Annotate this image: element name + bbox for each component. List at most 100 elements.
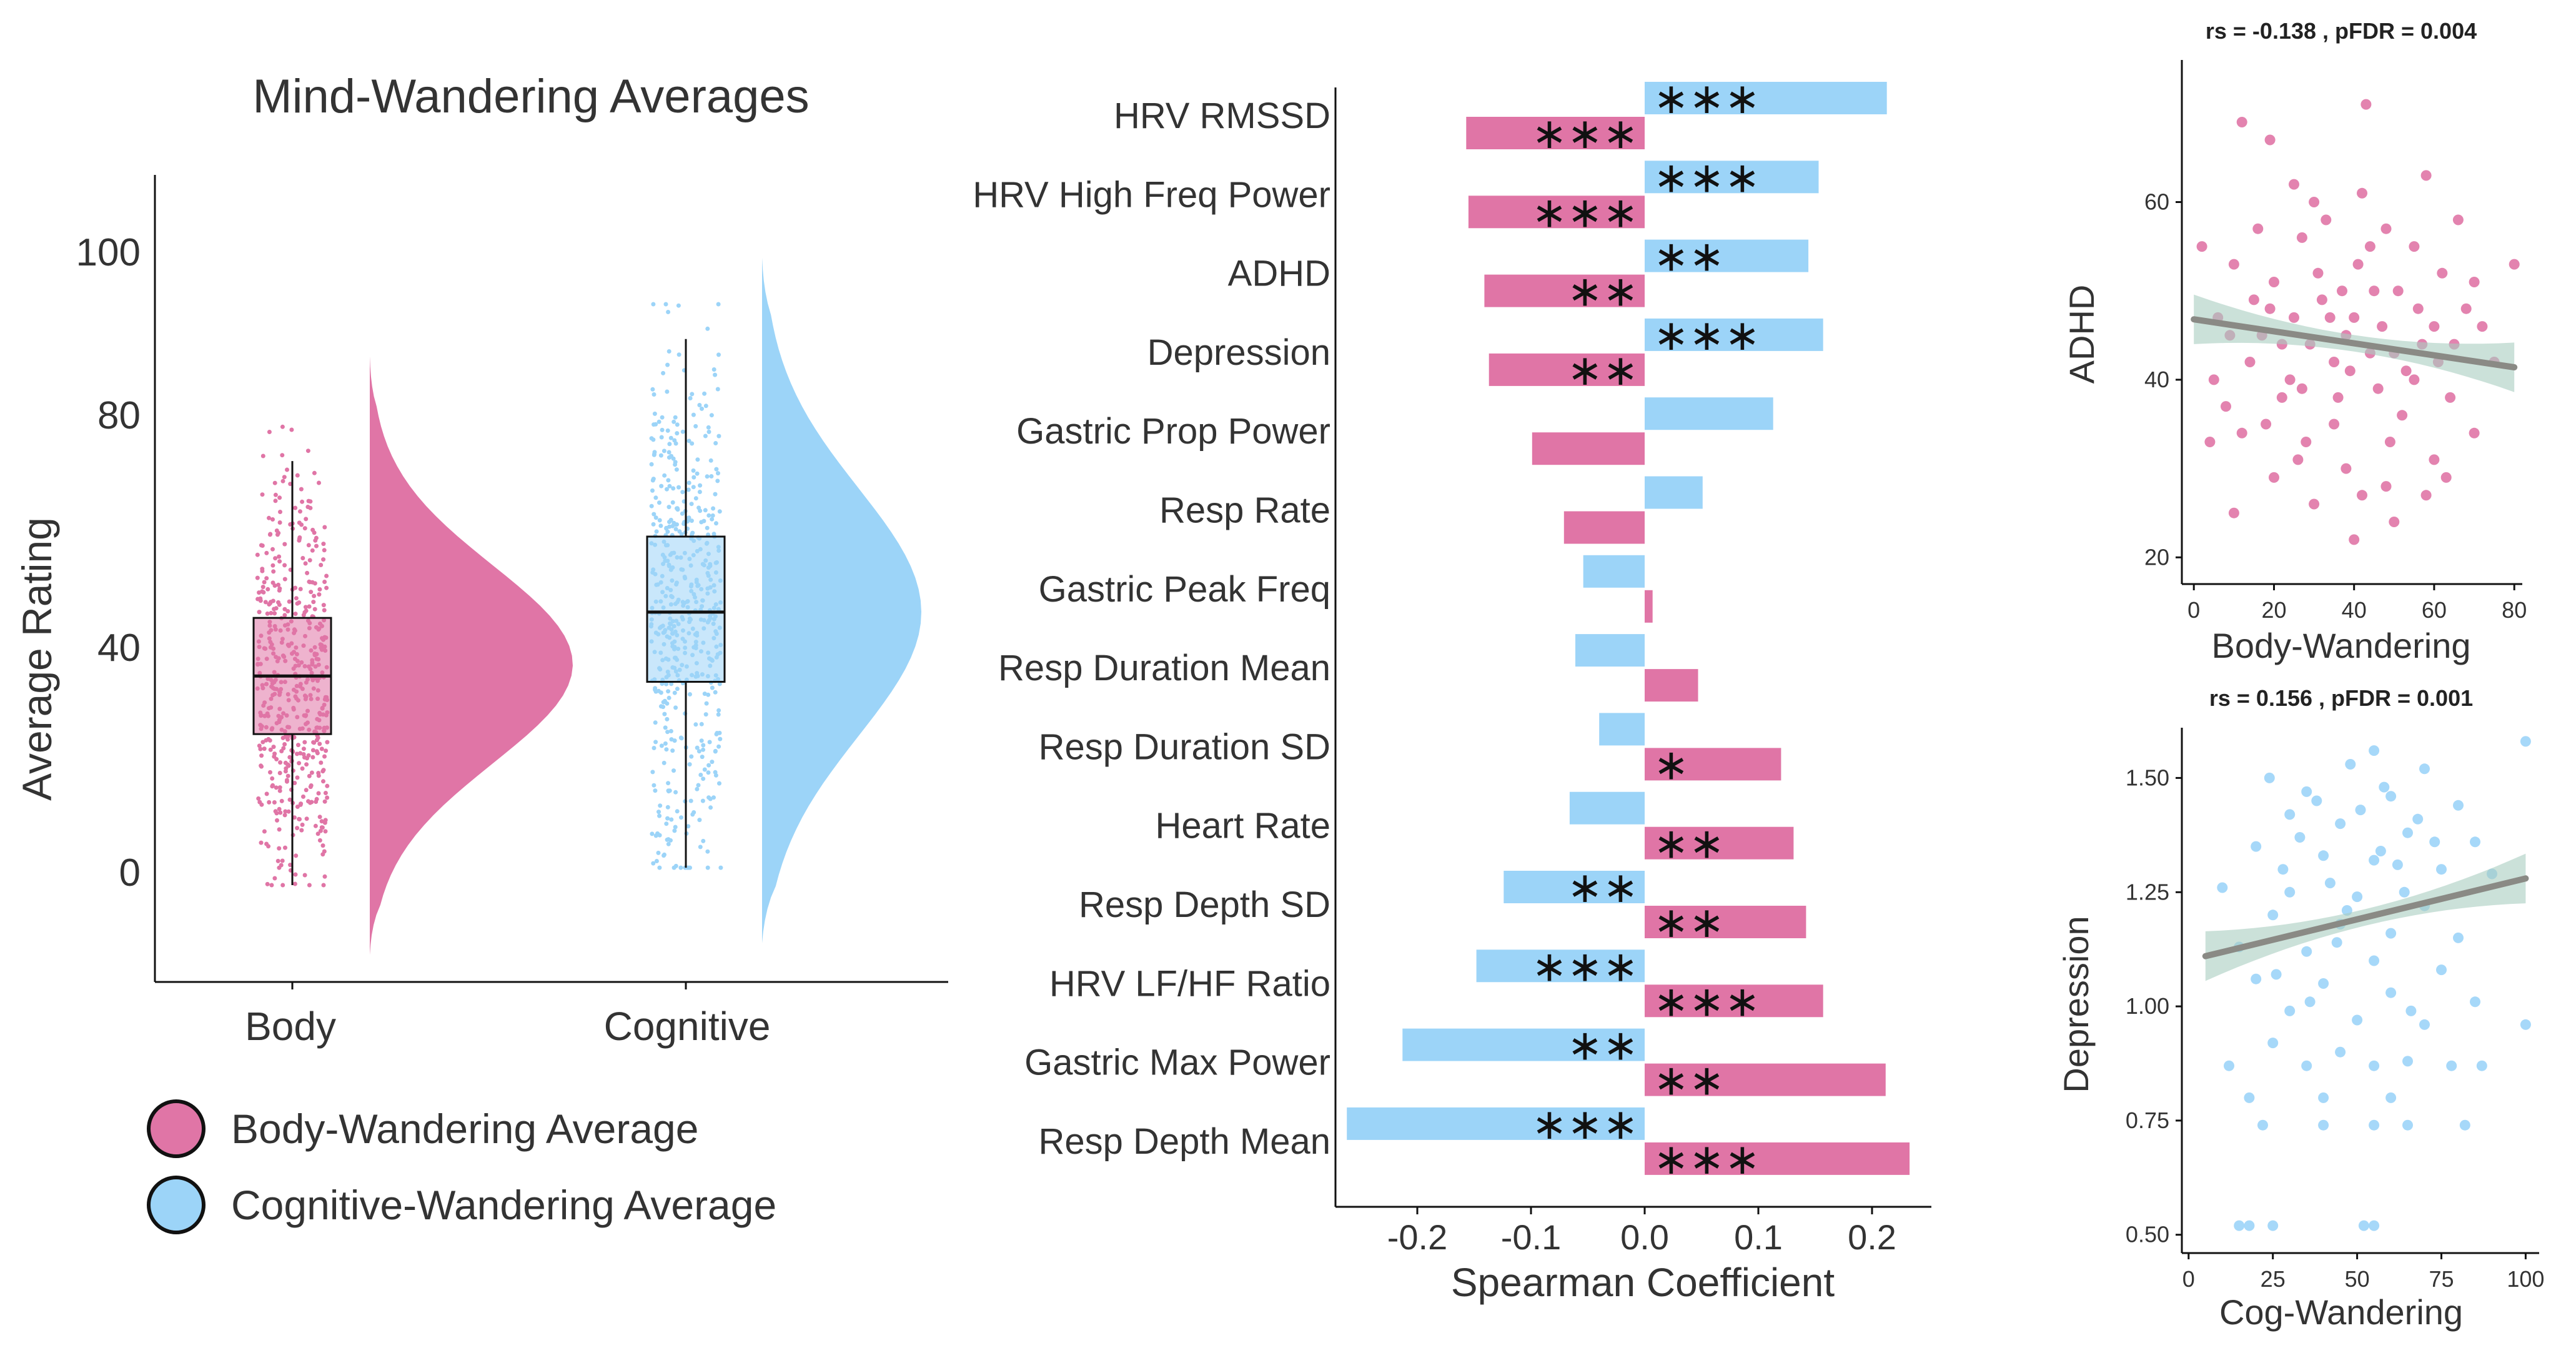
jitter-point: [658, 453, 663, 458]
panel-a-y-tick-label: 100: [76, 231, 141, 274]
scatter-point: [2380, 223, 2392, 234]
jitter-point: [651, 437, 656, 442]
jitter-point: [317, 480, 321, 485]
scatter-point: [2277, 864, 2289, 875]
jitter-point: [699, 738, 704, 743]
jitter-point: [708, 458, 713, 463]
jitter-point: [276, 530, 281, 535]
jitter-point: [319, 819, 324, 824]
significance-label: ∗∗: [1567, 267, 1638, 317]
jitter-point: [293, 872, 298, 877]
jitter-point: [325, 795, 330, 800]
scatter-point: [2276, 392, 2287, 403]
scatter-point: [2352, 1014, 2363, 1026]
feature-label: Resp Duration SD: [1039, 726, 1330, 767]
jitter-point: [321, 557, 326, 562]
panel-b-x-axis-label: Spearman Coefficient: [1451, 1260, 1835, 1305]
jitter-point: [322, 820, 327, 825]
scatter-point: [2520, 736, 2531, 747]
jitter-point: [713, 690, 718, 695]
jitter-point: [314, 543, 319, 548]
jitter-point: [272, 583, 277, 588]
jitter-point: [271, 745, 276, 750]
jitter-point: [661, 760, 666, 765]
jitter-point: [665, 428, 670, 433]
jitter-point: [270, 547, 275, 552]
jitter-point: [705, 849, 710, 854]
scatter-point: [2384, 437, 2395, 447]
jitter-point: [325, 783, 330, 788]
x-tick-label: 0: [2187, 597, 2200, 623]
bar: [1569, 791, 1645, 825]
jitter-point: [317, 592, 322, 597]
jitter-point: [272, 876, 277, 881]
scatter-point: [2440, 472, 2452, 483]
jitter-point: [658, 803, 663, 808]
jitter-point: [665, 487, 669, 492]
trend-line: [2202, 875, 2529, 959]
jitter-point: [710, 760, 715, 765]
significance-label: ∗∗∗: [1653, 311, 1760, 360]
y-tick-label: 60: [2144, 189, 2169, 215]
jitter-point: [299, 487, 304, 492]
jitter-point: [273, 492, 278, 497]
jitter-point: [293, 505, 298, 510]
jitter-point: [706, 770, 711, 775]
jitter-point: [670, 500, 675, 505]
scatter-point: [2385, 987, 2397, 998]
scatter-point: [2267, 1038, 2279, 1049]
jitter-point: [675, 507, 680, 512]
scatter-point: [2301, 786, 2312, 797]
jitter-point: [656, 850, 661, 855]
scatter-point: [2437, 267, 2448, 279]
feature-label: HRV RMSSD: [1114, 96, 1330, 136]
jitter-point: [262, 580, 267, 585]
panel-a-y-tick-label: 0: [119, 851, 141, 895]
scatter-point: [2344, 365, 2356, 377]
scatter-point: [2452, 214, 2464, 225]
scatter-point: [2294, 832, 2306, 843]
x-tick-label: 80: [2502, 597, 2527, 623]
scatter-point: [2261, 419, 2272, 430]
jitter-point: [287, 755, 292, 760]
bar: [1489, 353, 1645, 386]
jitter-point: [277, 788, 282, 793]
scatter-point: [2402, 1056, 2413, 1067]
jitter-point: [282, 742, 287, 746]
scatter-point: [2251, 973, 2262, 984]
jitter-point: [300, 499, 305, 504]
scatter-point: [2244, 1092, 2255, 1103]
jitter-point: [702, 391, 707, 396]
jitter-point: [311, 740, 316, 745]
y-tick-label: 1.50: [2126, 765, 2169, 790]
scatter-point: [2369, 285, 2380, 297]
jitter-point: [693, 722, 698, 727]
jitter-point: [689, 502, 694, 507]
scatter-point: [2459, 1119, 2470, 1131]
jitter-point: [278, 510, 282, 514]
jitter-point: [307, 558, 312, 563]
significance-label: ∗∗: [1653, 820, 1725, 869]
feature-label: Resp Depth SD: [1079, 885, 1330, 925]
panel-d-y-axis-label: Depression: [2056, 916, 2096, 1093]
scatter-point: [2405, 1005, 2417, 1016]
bar: [1645, 1063, 1886, 1096]
jitter-point: [324, 748, 329, 753]
scatter-point: [2309, 498, 2320, 510]
jitter-point: [305, 570, 310, 575]
jitter-point: [298, 587, 303, 592]
jitter-point: [664, 747, 669, 752]
jitter-point: [695, 786, 700, 791]
jitter-point: [280, 478, 285, 483]
jitter-point: [274, 756, 279, 761]
jitter-point: [700, 798, 705, 803]
jitter-point: [279, 863, 284, 868]
jitter-point: [705, 525, 710, 530]
scatter-point: [2389, 517, 2400, 527]
scatter-point: [2252, 223, 2264, 234]
jitter-point: [261, 590, 266, 595]
bar: [1347, 1107, 1645, 1140]
jitter-point: [666, 505, 671, 510]
jitter-point: [688, 798, 693, 803]
jitter-point: [715, 731, 720, 735]
